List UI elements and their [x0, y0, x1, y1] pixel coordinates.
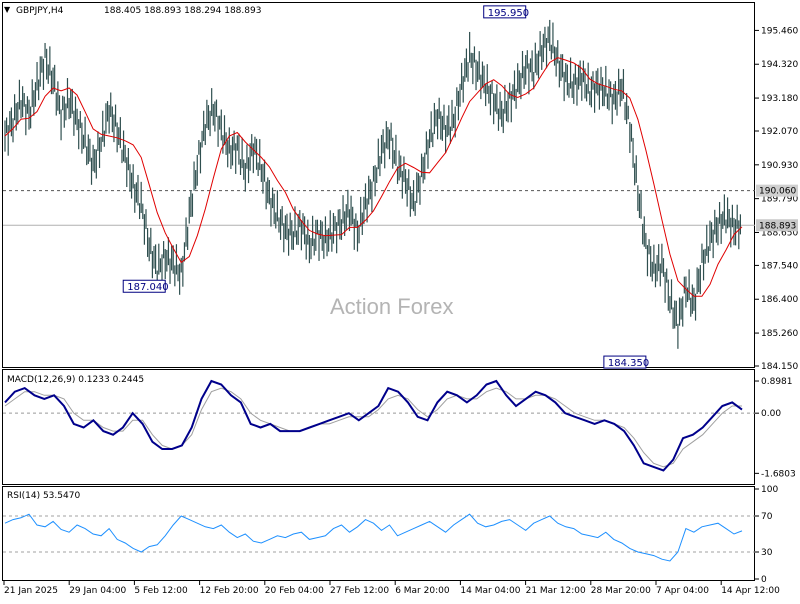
- price-axis-label: 189.790: [761, 195, 798, 205]
- price-axis-label: 185.260: [761, 329, 798, 339]
- price-tag-label: 190.060: [759, 187, 796, 197]
- rsi-axis-label: 70: [761, 512, 773, 522]
- macd-series: [3, 379, 755, 472]
- price-axis-label: 186.400: [761, 295, 798, 305]
- price-annotation-box: [122, 279, 166, 293]
- macd-line: [4, 379, 743, 472]
- rsi-line: [4, 513, 743, 562]
- price-axis-label: 192.070: [761, 127, 798, 137]
- time-axis-label: 28 Mar 20:00: [591, 586, 651, 596]
- rsi-pane-frame: [2, 486, 755, 581]
- price-annotation-label: 187.040: [127, 282, 168, 293]
- time-axis-label: 14 Mar 04:00: [460, 586, 520, 596]
- time-axis-label: 27 Feb 12:00: [330, 586, 389, 596]
- price-pane-title: GBPJPY,H4: [16, 6, 64, 16]
- price-annotation-label: 195.950: [488, 8, 529, 19]
- time-axis-label: 21 Mar 12:00: [526, 586, 586, 596]
- macd-axis-label: 0.00: [761, 409, 781, 419]
- price-tag-box: [756, 184, 798, 197]
- time-axis-label: 12 Feb 20:00: [200, 586, 259, 596]
- price-axis-label: 195.460: [761, 26, 798, 36]
- axes: 195.460 194.320 193.180 192.070 190.930 189.7…: [3, 26, 798, 596]
- macd-signal-line: [4, 387, 742, 468]
- moving-average-series: [4, 57, 743, 297]
- price-axis-label: 187.540: [761, 261, 798, 271]
- price-axis-label: 188.650: [761, 228, 798, 238]
- rsi-axis-label: 100: [761, 485, 778, 495]
- price-pane-dropdown-icon[interactable]: ▼: [4, 5, 11, 14]
- moving-average-line: [4, 57, 743, 297]
- rsi-axis-label: 0: [761, 575, 767, 585]
- price-axis-label: 184.150: [761, 362, 798, 372]
- price-annotation-box: [483, 5, 527, 19]
- rsi-series: [3, 513, 755, 562]
- macd-axis-label: 0.8981: [761, 377, 793, 387]
- price-axis-label: 193.180: [761, 94, 798, 104]
- macd-pane-title: MACD(12,26,9) 0.1233 0.2445: [7, 375, 144, 385]
- time-axis-label: 21 Jan 2025: [4, 586, 58, 596]
- time-axis-label: 7 Apr 04:00: [656, 586, 709, 596]
- time-axis-label: 20 Feb 04:00: [265, 586, 324, 596]
- time-axis-label: 14 Apr 12:00: [721, 586, 780, 596]
- macd-axis-label: -1.6803: [761, 469, 796, 479]
- rsi-pane-title: RSI(14) 53.5470: [7, 491, 80, 501]
- price-pane-ohlc: 188.405 188.893 188.294 188.893: [104, 6, 261, 16]
- time-axis-label: 5 Feb 12:00: [134, 586, 188, 596]
- price-pane-frame: [2, 2, 755, 368]
- price-annotation-box: [603, 355, 647, 369]
- time-axis-label: 29 Jan 04:00: [69, 586, 126, 596]
- price-annotation-label: 184.350: [608, 358, 649, 369]
- price-tag-box: [756, 219, 798, 232]
- rsi-axis-label: 30: [761, 548, 773, 558]
- price-axis-label: 190.930: [761, 161, 798, 171]
- price-axis-label: 194.320: [761, 60, 798, 70]
- price-tag-label: 188.893: [759, 221, 796, 231]
- time-axis-label: 6 Mar 20:00: [395, 586, 450, 596]
- watermark: Action Forex: [330, 294, 454, 319]
- macd-pane-frame: [2, 369, 755, 485]
